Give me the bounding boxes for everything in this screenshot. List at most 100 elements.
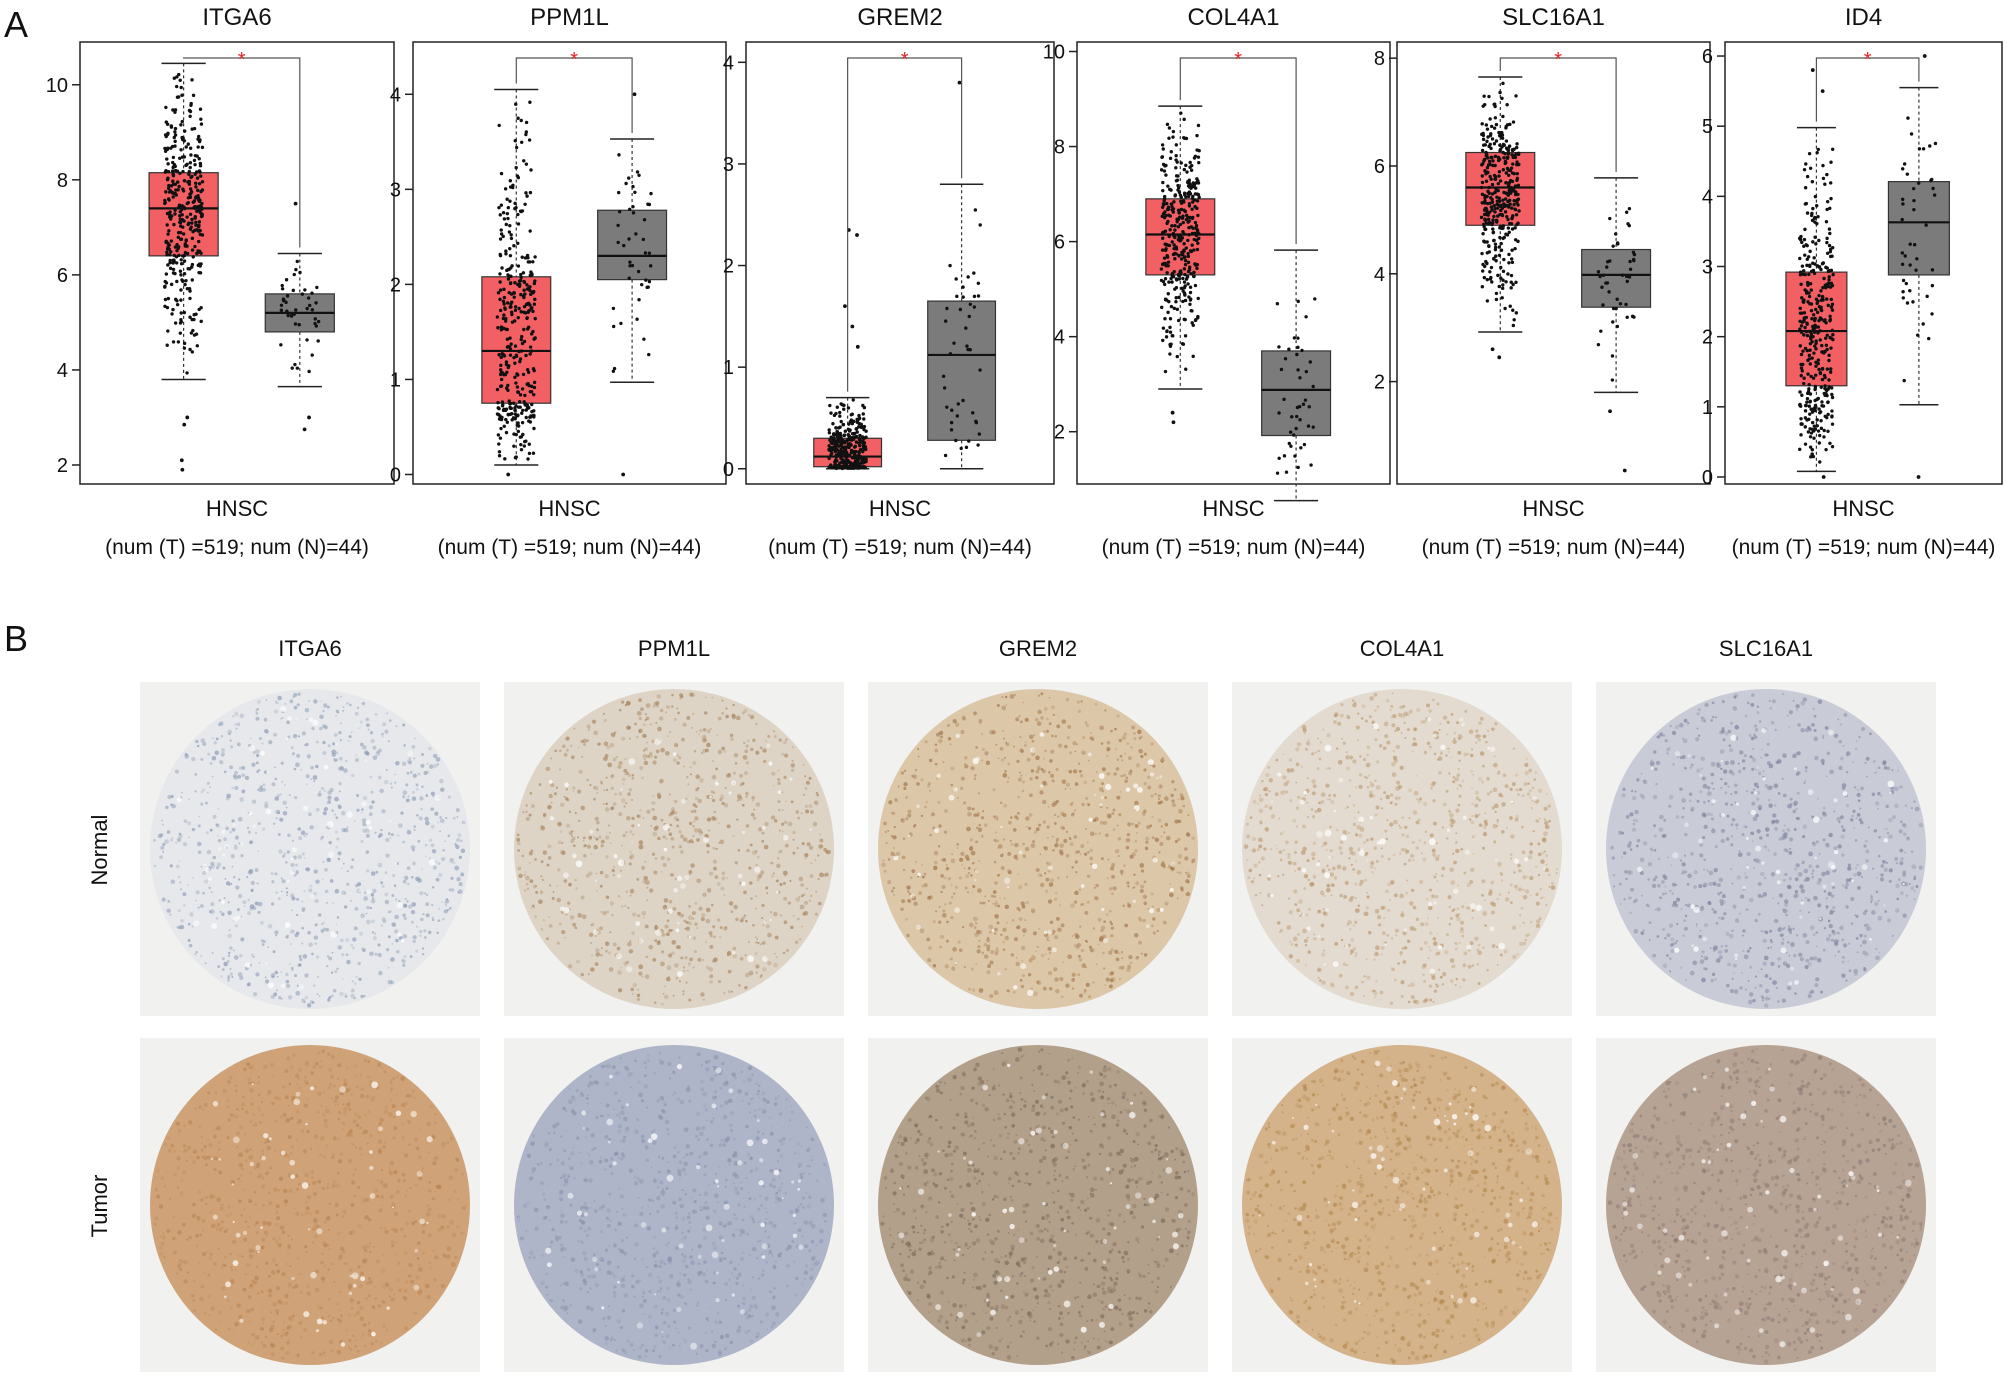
- data-point: [1813, 384, 1818, 389]
- data-point: [851, 398, 855, 402]
- y-tick-label: 0: [1702, 467, 1713, 489]
- data-point: [167, 247, 171, 251]
- data-point: [1803, 442, 1808, 446]
- data-point: [527, 308, 531, 313]
- data-point: [1799, 373, 1803, 378]
- tissue-core-image: [1232, 682, 1572, 1016]
- data-point: [523, 292, 527, 296]
- data-point: [505, 301, 510, 305]
- data-point: [861, 461, 865, 465]
- data-point: [852, 451, 857, 456]
- data-point: [191, 328, 195, 333]
- data-point: [1802, 376, 1806, 380]
- data-point: [949, 420, 954, 425]
- y-tick-label: 2: [1054, 422, 1065, 444]
- data-point: [514, 206, 518, 210]
- data-point: [501, 316, 506, 321]
- data-point: [184, 239, 188, 243]
- data-point: [842, 407, 846, 411]
- data-point: [508, 199, 512, 203]
- data-point: [1818, 460, 1822, 464]
- data-point: [499, 368, 503, 372]
- data-point: [516, 413, 520, 417]
- data-point: [187, 169, 191, 174]
- data-point: [1817, 293, 1821, 298]
- box-n: [927, 300, 997, 441]
- data-point: [503, 372, 508, 377]
- data-point: [1927, 336, 1931, 341]
- data-point: [1802, 333, 1806, 337]
- data-point: [504, 417, 508, 422]
- data-point: [529, 168, 533, 172]
- data-point: [1830, 414, 1834, 418]
- data-point: [1798, 273, 1803, 277]
- data-point: [200, 233, 205, 237]
- data-point: [165, 132, 170, 137]
- data-point: [496, 433, 501, 437]
- data-point: [187, 221, 191, 225]
- y-tick-label: 0: [723, 459, 734, 481]
- data-point: [1805, 348, 1809, 353]
- data-point: [1903, 254, 1907, 258]
- data-point: [182, 219, 186, 223]
- data-point: [1908, 263, 1912, 267]
- significance-bracket: [847, 57, 963, 392]
- data-point: [167, 183, 171, 188]
- data-point: [184, 145, 188, 149]
- y-tick-label: 4: [390, 84, 401, 106]
- data-point: [532, 413, 536, 418]
- data-point: [178, 214, 182, 218]
- data-point: [526, 370, 531, 374]
- data-point: [1831, 272, 1835, 277]
- data-point: [504, 430, 509, 435]
- data-point: [1801, 272, 1806, 277]
- data-point: [188, 296, 192, 301]
- data-point: [506, 216, 510, 221]
- data-point: [524, 120, 529, 125]
- data-point: [520, 140, 524, 145]
- data-point: [627, 276, 631, 280]
- tissue-core: [878, 689, 1198, 1009]
- data-point: [1812, 351, 1816, 355]
- data-point: [189, 153, 193, 157]
- data-point: [836, 439, 841, 444]
- data-point: [495, 387, 500, 392]
- data-point: [169, 250, 173, 254]
- data-point: [530, 402, 534, 407]
- data-point: [1819, 426, 1824, 431]
- data-point: [527, 442, 531, 446]
- data-point: [611, 324, 616, 329]
- data-point: [1830, 392, 1834, 397]
- data-point: [499, 426, 503, 431]
- data-point: [166, 186, 171, 191]
- data-point: [184, 278, 188, 283]
- data-point: [1827, 358, 1831, 363]
- data-point: [1803, 288, 1807, 292]
- data-point: [179, 258, 183, 262]
- data-point: [1822, 435, 1826, 439]
- outlier-point: [182, 422, 187, 427]
- data-point: [526, 382, 530, 386]
- data-point: [176, 180, 180, 184]
- data-point: [1814, 373, 1818, 377]
- data-point: [1828, 318, 1832, 323]
- data-point: [527, 138, 532, 142]
- data-point: [199, 189, 203, 194]
- data-point: [185, 371, 189, 375]
- data-point: [1826, 387, 1830, 391]
- data-point: [1188, 160, 1192, 165]
- sample-count-label: (num (T) =519; num (N)=44): [768, 536, 1032, 559]
- data-point: [191, 93, 196, 98]
- data-point: [164, 240, 168, 244]
- data-point: [1924, 223, 1928, 227]
- data-point: [514, 102, 518, 106]
- data-point: [1803, 227, 1807, 232]
- data-point: [169, 239, 174, 243]
- data-point: [1808, 412, 1812, 416]
- data-point: [1905, 301, 1910, 305]
- data-point: [1905, 172, 1910, 176]
- data-point: [497, 454, 502, 458]
- data-point: [1811, 313, 1816, 317]
- data-point: [838, 425, 842, 429]
- data-point: [297, 322, 301, 327]
